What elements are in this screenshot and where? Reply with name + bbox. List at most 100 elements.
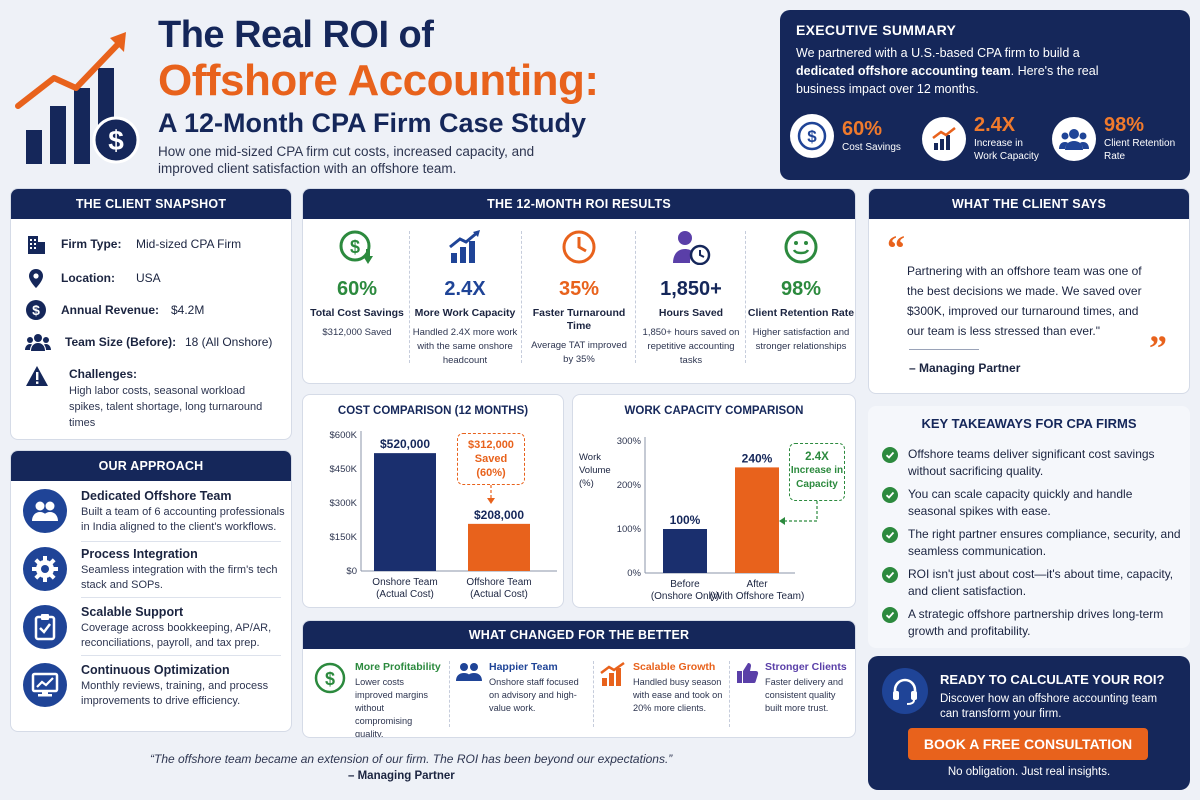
roi-item-title: Total Cost Savings: [310, 307, 404, 319]
divider: [521, 231, 522, 363]
exec-stat-value: 60%: [842, 118, 883, 140]
callout-line: Saved: [474, 453, 508, 465]
roi-item-title: Hours Saved: [658, 307, 724, 319]
exec-text-part: . Here's the real business impact over 1…: [796, 64, 1099, 96]
change-title: Stronger Clients: [765, 661, 847, 673]
change-item: $ More Profitability Lower costs improved…: [313, 661, 443, 737]
close-quote-icon: ”: [1149, 328, 1167, 368]
takeaway-item: The right partner ensures compliance, se…: [882, 526, 1182, 560]
y-tick-label: $150K: [330, 532, 358, 543]
check-icon: [882, 527, 898, 543]
y-tick-label: 100%: [617, 524, 642, 535]
roi-value: 98%: [780, 278, 822, 300]
roi-item-text: Average TAT improved by 35%: [531, 340, 627, 365]
growth-chart-icon: [922, 116, 966, 161]
x-tick-label: Before: [670, 579, 700, 590]
x-tick-label: (Actual Cost): [470, 589, 528, 600]
snapshot-row: $ Annual Revenue: $4.2M: [25, 299, 204, 321]
approach-item-text: Coverage across bookkeeping, AP/AR, reco…: [81, 622, 272, 649]
snapshot-key: Location:: [61, 271, 115, 285]
x-tick-label: (Onshore Only): [651, 591, 719, 602]
callout-arrow-icon: [487, 498, 495, 504]
divider: [81, 655, 281, 656]
changes-card: WHAT CHANGED FOR THE BETTER $ More Profi…: [302, 620, 856, 738]
takeaway-text: You can scale capacity quickly and handl…: [908, 487, 1133, 518]
roi-results-card: THE 12-MONTH ROI RESULTS $ 60% Total Cos…: [302, 188, 856, 384]
change-item: Stronger Clients Faster delivery and cons…: [735, 661, 853, 715]
title-line-2: Offshore Accounting:: [158, 56, 599, 105]
y-tick-label: $450K: [330, 464, 358, 475]
exec-stat: $ 60% Cost Savings: [790, 114, 901, 158]
roi-item-title: Client Retention Rate: [747, 307, 855, 319]
roi-value: 60%: [336, 278, 378, 300]
book-consultation-button[interactable]: BOOK A FREE CONSULTATION: [908, 728, 1148, 760]
thumbs-up-icon: [735, 661, 759, 715]
change-item: Happier Team Onshore staff focused on adv…: [455, 661, 585, 715]
x-tick-label: (Actual Cost): [376, 589, 434, 600]
divider: [729, 661, 730, 727]
bar: [374, 453, 436, 571]
callout-line: Increase in: [790, 465, 844, 476]
bar-value-label: $520,000: [380, 437, 430, 451]
cost-comparison-chart: $0 $150K $300K $450K $600K $520,000 Onshore Te…: [303, 395, 563, 607]
takeaways-card: KEY TAKEAWAYS FOR CPA FIRMS Offshore tea…: [868, 406, 1190, 648]
svg-text:$: $: [325, 669, 335, 689]
bar: [663, 529, 707, 573]
check-icon: [882, 567, 898, 583]
cost-comparison-card: COST COMPARISON (12 MONTHS) $0 $150K $300K…: [302, 394, 564, 608]
dollar-icon: $: [790, 114, 834, 158]
exec-stat: 2.4X Increase in Work Capacity: [922, 114, 1044, 163]
divider: [745, 231, 746, 363]
cta-text: Discover how an offshore accounting team…: [940, 693, 1158, 720]
approach-item-title: Dedicated Offshore Team: [81, 489, 232, 503]
capacity-chart-title: WORK CAPACITY COMPARISON: [624, 405, 804, 417]
testimonial-card: WHAT THE CLIENT SAYS “ Partnering with a…: [868, 188, 1190, 394]
roi-item-text: Handled 2.4X more work with the same ons…: [412, 327, 518, 366]
roi-item-text: 1,850+ hours saved on repetitive account…: [642, 327, 740, 366]
snapshot-value: USA: [136, 271, 161, 285]
callout-connector: [785, 501, 818, 522]
takeaway-item: ROI isn't just about cost—it's about tim…: [882, 566, 1182, 600]
roi-item-text: Higher satisfaction and stronger relatio…: [752, 327, 850, 352]
check-icon: [882, 447, 898, 463]
change-title: Happier Team: [489, 661, 558, 673]
y-label-line: (%): [579, 478, 594, 489]
change-text: Onshore staff focused on advisory and hi…: [489, 677, 579, 713]
check-icon: [882, 607, 898, 623]
change-item: Scalable Growth Handled busy season with …: [599, 661, 729, 715]
roi-value: 2.4X: [444, 278, 486, 300]
changes-title: WHAT CHANGED FOR THE BETTER: [303, 621, 855, 649]
x-tick-label: After: [746, 579, 768, 590]
x-tick-label: Onshore Team: [372, 577, 437, 588]
approach-title: OUR APPROACH: [11, 451, 291, 481]
exec-stat-label: Cost Savings: [842, 142, 901, 153]
executive-summary-title: EXECUTIVE SUMMARY: [796, 22, 957, 38]
takeaway-text: ROI isn't just about cost—it's about tim…: [908, 567, 1174, 598]
savings-callout: $312,000 Saved (60%): [457, 433, 525, 485]
exec-stat-label: Increase in Work Capacity: [974, 138, 1039, 162]
bar: [735, 467, 779, 573]
y-tick-label: 0%: [627, 568, 641, 579]
divider: [409, 231, 410, 363]
roi-item-title: Faster Turnaround Time: [532, 307, 626, 332]
testimonial-quote: Partnering with an offshore team was one…: [907, 264, 1142, 338]
callout-line: Capacity: [796, 479, 838, 490]
bar-growth-icon: [411, 229, 519, 265]
capacity-callout: 2.4X Increase in Capacity: [789, 443, 845, 501]
header-logo-icon: $: [14, 22, 144, 172]
approach-item: Continuous Optimization Monthly reviews, …: [23, 663, 291, 709]
testimonial-author: – Managing Partner: [909, 361, 1021, 375]
building-icon: [25, 233, 47, 255]
approach-item-text: Built a team of 6 accounting professiona…: [81, 506, 285, 533]
bar-value-label: 100%: [670, 513, 701, 527]
roi-item-text: $312,000 Saved: [322, 327, 392, 338]
roi-item: $ 60% Total Cost Savings $312,000 Saved: [303, 229, 411, 340]
executive-summary-text: We partnered with a U.S.-based CPA firm …: [796, 44, 1126, 98]
change-title: More Profitability: [355, 661, 441, 673]
approach-item-title: Continuous Optimization: [81, 663, 230, 677]
y-tick-label: 200%: [617, 480, 642, 491]
bar: [468, 523, 530, 571]
dollar-down-icon: $: [303, 229, 411, 265]
snapshot-key: Team Size (Before):: [65, 335, 177, 349]
check-icon: [882, 487, 898, 503]
